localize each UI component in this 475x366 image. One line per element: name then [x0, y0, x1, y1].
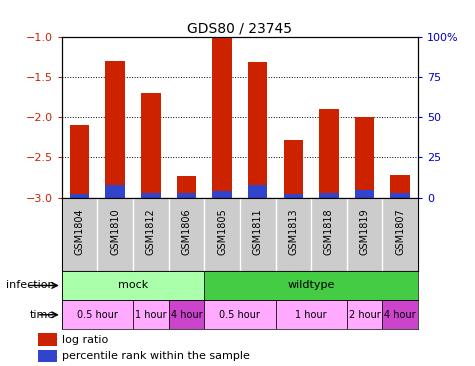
Bar	[105, 61, 125, 198]
Bar	[212, 38, 232, 198]
Bar	[276, 300, 347, 329]
Text: GSM1813: GSM1813	[288, 209, 298, 255]
Text: GSM1806: GSM1806	[181, 209, 191, 255]
Bar	[70, 125, 89, 198]
Text: wildtype: wildtype	[287, 280, 335, 291]
Bar	[105, 185, 125, 198]
Text: GSM1812: GSM1812	[146, 209, 156, 255]
Bar	[70, 194, 89, 198]
Bar	[248, 185, 267, 198]
Text: 2 hour: 2 hour	[349, 310, 380, 320]
Text: log ratio: log ratio	[62, 335, 108, 345]
Bar	[319, 193, 339, 198]
Bar	[177, 193, 196, 198]
Bar	[177, 176, 196, 198]
Bar	[319, 109, 339, 198]
Text: 0.5 hour: 0.5 hour	[219, 310, 260, 320]
Text: 0.5 hour: 0.5 hour	[77, 310, 118, 320]
Bar	[204, 300, 276, 329]
Text: infection: infection	[6, 280, 55, 291]
Text: GSM1807: GSM1807	[395, 209, 405, 255]
Bar	[38, 333, 57, 346]
Text: 4 hour: 4 hour	[171, 310, 202, 320]
Bar	[38, 350, 57, 362]
Text: percentile rank within the sample: percentile rank within the sample	[62, 351, 250, 361]
Bar	[347, 300, 382, 329]
Bar	[248, 62, 267, 198]
Text: GSM1810: GSM1810	[110, 209, 120, 255]
Bar	[382, 300, 418, 329]
Text: 4 hour: 4 hour	[384, 310, 416, 320]
Title: GDS80 / 23745: GDS80 / 23745	[187, 22, 293, 36]
Bar	[390, 175, 410, 198]
Bar	[355, 117, 374, 198]
Text: mock: mock	[118, 280, 148, 291]
Text: 1 hour: 1 hour	[135, 310, 167, 320]
Bar	[133, 300, 169, 329]
Bar	[204, 271, 418, 300]
Text: GSM1819: GSM1819	[360, 209, 370, 255]
Text: 1 hour: 1 hour	[295, 310, 327, 320]
Bar	[141, 193, 161, 198]
Text: GSM1811: GSM1811	[253, 209, 263, 255]
Bar	[169, 300, 204, 329]
Bar	[284, 194, 303, 198]
Bar	[355, 190, 374, 198]
Bar	[62, 300, 133, 329]
Text: GSM1818: GSM1818	[324, 209, 334, 255]
Bar	[212, 191, 232, 198]
Text: time: time	[29, 310, 55, 320]
Text: GSM1805: GSM1805	[217, 209, 227, 255]
Bar	[284, 140, 303, 198]
Bar	[390, 193, 410, 198]
Bar	[141, 93, 161, 198]
Bar	[62, 271, 204, 300]
Text: GSM1804: GSM1804	[75, 209, 85, 255]
